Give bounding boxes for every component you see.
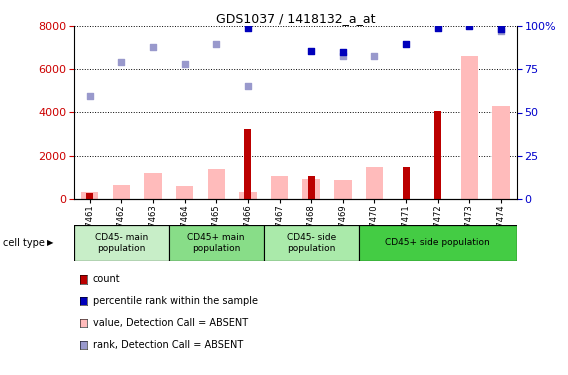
Bar xyxy=(461,57,478,199)
Bar xyxy=(308,176,315,199)
Point xyxy=(339,49,348,55)
Text: rank, Detection Call = ABSENT: rank, Detection Call = ABSENT xyxy=(93,340,243,350)
Point xyxy=(433,26,442,32)
Bar xyxy=(176,186,193,199)
Bar xyxy=(244,129,252,199)
Bar xyxy=(144,173,162,199)
Text: CD45+ side population: CD45+ side population xyxy=(386,238,490,248)
Bar xyxy=(169,225,264,261)
Text: cell type: cell type xyxy=(3,238,45,248)
Text: value, Detection Call = ABSENT: value, Detection Call = ABSENT xyxy=(93,318,248,328)
Point xyxy=(307,48,316,54)
Bar xyxy=(74,225,169,261)
Text: CD45+ main
population: CD45+ main population xyxy=(187,233,245,252)
Bar xyxy=(403,168,410,199)
Point xyxy=(85,93,94,99)
Bar xyxy=(435,111,441,199)
Bar xyxy=(239,192,257,199)
Title: GDS1037 / 1418132_a_at: GDS1037 / 1418132_a_at xyxy=(216,12,375,25)
Point xyxy=(180,61,189,67)
Bar xyxy=(334,180,352,199)
Point xyxy=(339,54,348,60)
Bar xyxy=(271,176,288,199)
Bar xyxy=(86,194,93,199)
Point xyxy=(243,82,252,88)
Bar xyxy=(303,179,320,199)
Point xyxy=(370,54,379,60)
Point xyxy=(117,59,126,65)
Point xyxy=(243,26,252,32)
Text: ▶: ▶ xyxy=(47,238,53,248)
Point xyxy=(402,40,411,46)
Text: CD45- main
population: CD45- main population xyxy=(95,233,148,252)
Point xyxy=(496,28,506,34)
Point xyxy=(148,44,157,50)
Text: count: count xyxy=(93,274,120,284)
Bar xyxy=(207,169,225,199)
Point xyxy=(212,40,221,46)
Bar xyxy=(112,185,130,199)
Bar xyxy=(366,168,383,199)
Bar xyxy=(264,225,358,261)
Point xyxy=(465,23,474,29)
Point xyxy=(496,27,506,33)
Text: CD45- side
population: CD45- side population xyxy=(287,233,336,252)
Bar xyxy=(492,106,509,199)
Text: percentile rank within the sample: percentile rank within the sample xyxy=(93,296,257,306)
Bar xyxy=(81,192,98,199)
Bar xyxy=(358,225,517,261)
